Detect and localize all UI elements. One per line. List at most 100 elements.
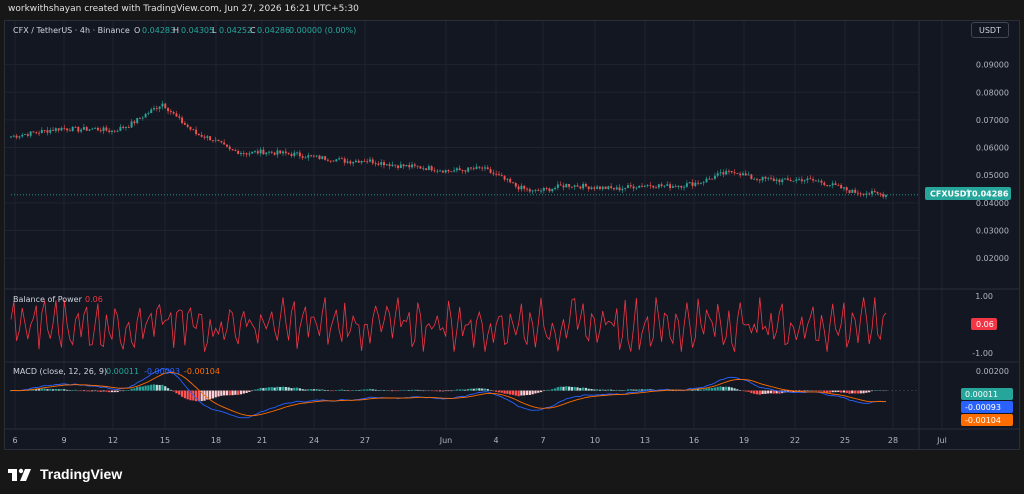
chart-svg[interactable]: 0.09000 0.08000 0.07000 0.06000 0.05000 0.040… (5, 21, 1019, 449)
macd-histogram-bar (46, 389, 49, 391)
candle-body (798, 179, 801, 181)
candle-body (478, 166, 481, 168)
candle-body (840, 185, 843, 189)
candle-body (147, 113, 150, 114)
macd-histogram-bar (366, 389, 369, 391)
macd-histogram-bar (596, 389, 599, 391)
macd-histogram-bar (436, 390, 439, 392)
price-tick-label: 0.08000 (976, 88, 1009, 97)
macd-histogram-bar (705, 388, 708, 391)
macd-histogram-bar (335, 390, 338, 391)
macd-histogram-bar (133, 388, 136, 391)
macd-histogram-bar (63, 389, 66, 391)
candle-body (259, 149, 262, 154)
macd-histogram-bar (814, 390, 818, 392)
macd-histogram-bar (321, 389, 324, 391)
macd-histogram-bar (691, 389, 694, 391)
macd-histogram-bar (304, 389, 307, 391)
candle-body (371, 159, 374, 164)
candle-body (677, 185, 680, 187)
candle-body (643, 185, 646, 187)
macd-histogram-bar (178, 390, 181, 395)
macd-histogram-bar (110, 390, 114, 393)
macd-histogram-bar (879, 390, 882, 391)
macd-histogram-bar (856, 390, 860, 394)
candle-body (497, 174, 500, 176)
candle-body (806, 178, 809, 181)
candle-body (876, 192, 879, 194)
macd-histogram-bar (105, 390, 108, 392)
macd-histogram-bar (523, 390, 526, 396)
candle-body (629, 185, 632, 187)
macd-histogram-bar (817, 390, 820, 392)
currency-button[interactable]: USDT (971, 22, 1009, 38)
time-tick-label: 24 (309, 436, 319, 445)
candle-body (500, 175, 503, 177)
chart-frame[interactable]: USDT 0.09000 0.08000 0.07000 0.06000 0.05000… (4, 20, 1020, 450)
candle-body (256, 151, 259, 154)
macd-histogram-bar (237, 390, 240, 395)
macd-histogram-bar (293, 387, 296, 391)
candle-body (719, 172, 722, 174)
candle-body (545, 188, 548, 189)
candle-body (469, 167, 472, 169)
candle-body (332, 160, 335, 162)
macd-histogram-bar (464, 389, 467, 391)
macd-histogram-bar (573, 386, 576, 391)
candle-body (335, 159, 338, 162)
candle-body (669, 184, 672, 188)
macd-histogram-bar (842, 390, 846, 393)
macd-histogram-bar (545, 389, 548, 391)
candle-body (781, 179, 784, 183)
macd-histogram-bar (884, 390, 888, 392)
macd-histogram-bar (851, 390, 854, 394)
candle-body (652, 185, 655, 188)
candle-body (127, 127, 130, 128)
macd-histogram-bar (469, 388, 473, 391)
macd-histogram-bar (492, 390, 495, 392)
candle-body (523, 185, 526, 189)
candle-body (66, 128, 69, 131)
candle-body (234, 150, 237, 151)
candle-body (641, 185, 643, 187)
macd-histogram-bar (71, 390, 74, 391)
candle-body (638, 185, 641, 188)
macd-histogram-bar (727, 386, 731, 391)
macd-tags: 0.00011 -0.00093 -0.00104 (961, 388, 1013, 426)
candle-body (758, 179, 761, 181)
close-label: C (250, 26, 256, 35)
candle-body (422, 168, 425, 170)
candle-body (254, 151, 256, 153)
candle-body (486, 167, 489, 170)
candle-body (383, 162, 385, 166)
candle-body (447, 170, 450, 172)
macd-histogram-bar (363, 389, 366, 391)
candle-body (102, 127, 105, 132)
candle-body (702, 182, 705, 184)
macd-histogram-bar (797, 390, 801, 392)
macd-histogram-bar (108, 390, 111, 393)
low-label: L (212, 26, 217, 35)
candle-body (699, 182, 702, 184)
macd-histogram-bar (220, 390, 223, 396)
macd-histogram-bar (194, 390, 198, 402)
macd-histogram-bar (525, 390, 529, 396)
candle-body (826, 184, 829, 186)
candle-body (705, 178, 708, 183)
macd-histogram-bar (51, 389, 55, 391)
candle-body (817, 180, 820, 182)
candle-body (18, 136, 21, 138)
candle-body (228, 146, 231, 150)
candle-body (43, 130, 46, 131)
candle-body (346, 161, 349, 163)
macd-signal-value: -0.00104 (184, 367, 220, 376)
macd-histogram-bar (35, 388, 38, 391)
candle-body (834, 183, 837, 185)
macd-histogram-bar (772, 390, 775, 394)
top-bar: workwithshayan created with TradingView.… (0, 0, 1024, 20)
macd-histogram-bar (579, 388, 582, 391)
macd-histogram-bar (354, 390, 358, 391)
candle-body (812, 179, 815, 181)
macd-histogram-bar (509, 390, 512, 395)
candle-body (716, 173, 719, 176)
